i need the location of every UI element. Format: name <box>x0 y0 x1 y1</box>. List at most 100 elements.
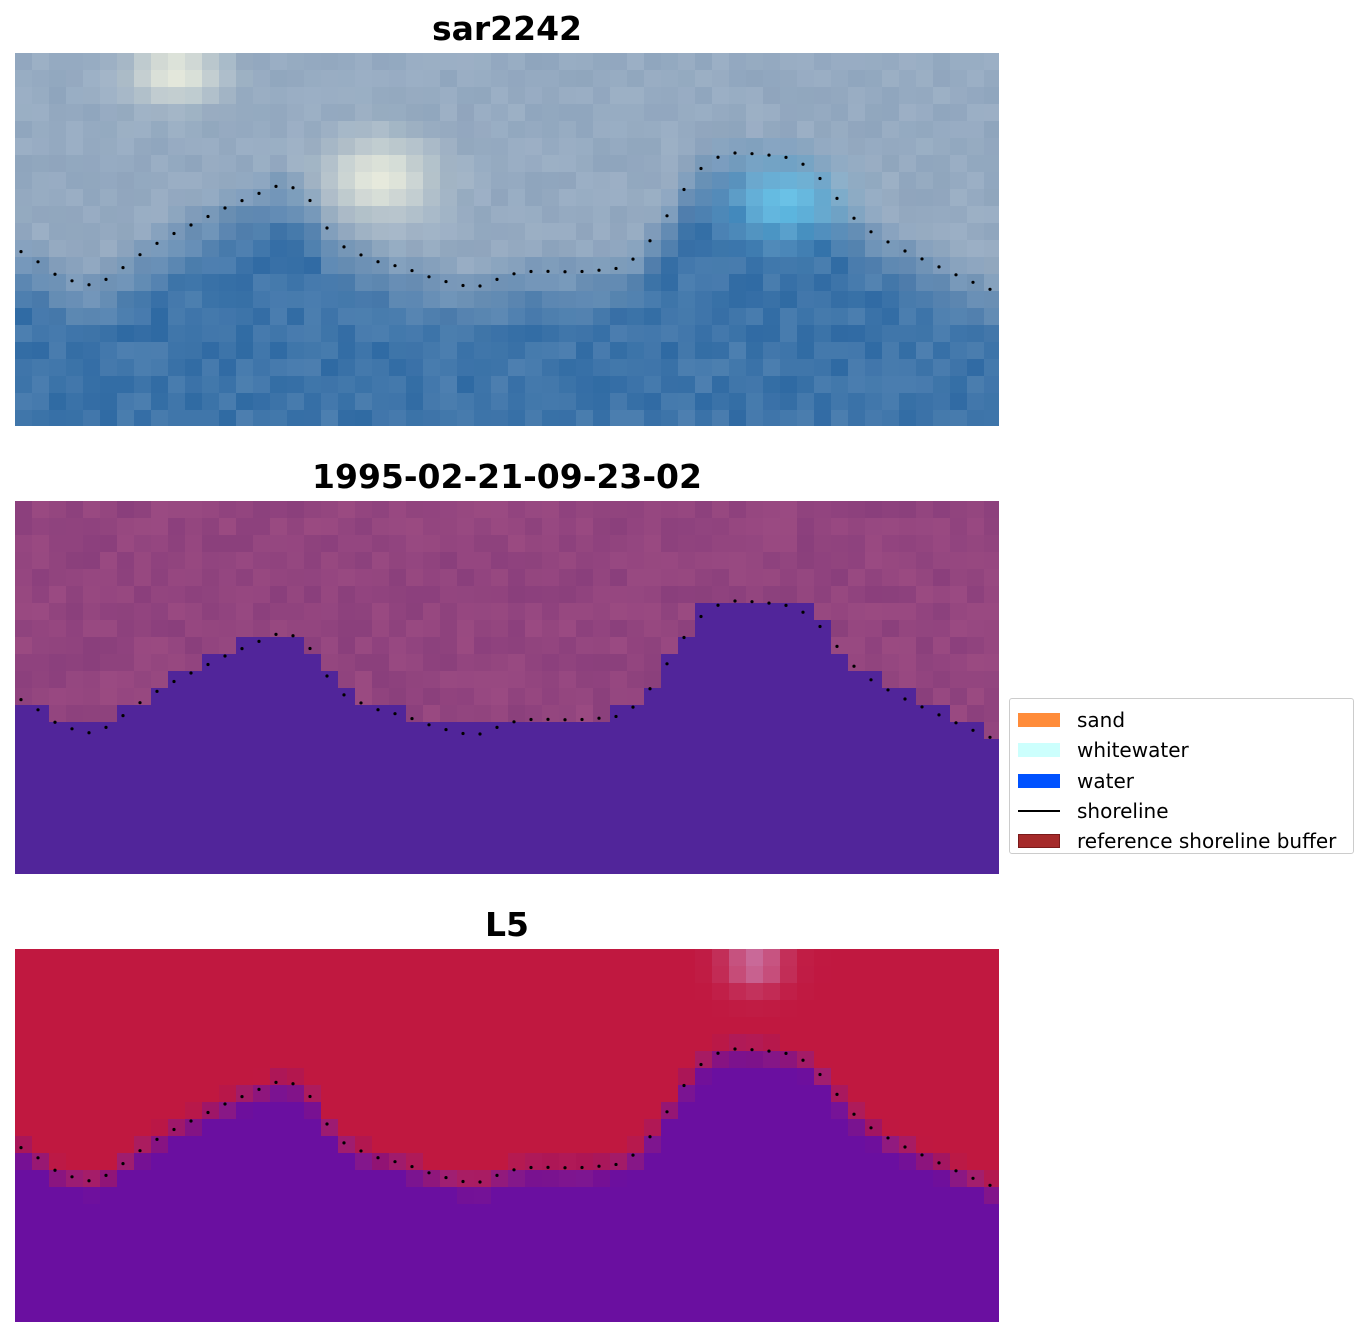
pixel-cell <box>474 603 492 621</box>
pixel-cell <box>219 620 237 638</box>
pixel-cell <box>49 569 67 587</box>
pixel-cell <box>491 552 509 570</box>
pixel-cell <box>916 240 934 258</box>
pixel-cell <box>831 342 849 360</box>
pixel-cell <box>729 53 747 71</box>
pixel-cell <box>576 1170 594 1188</box>
pixel-cell <box>389 1085 407 1103</box>
pixel-cell <box>848 1289 866 1307</box>
pixel-cell <box>763 603 781 621</box>
pixel-cell <box>967 1136 985 1154</box>
pixel-cell <box>967 1255 985 1273</box>
pixel-cell <box>100 654 118 672</box>
pixel-cell <box>270 637 288 655</box>
pixel-cell <box>525 325 543 343</box>
pixel-cell <box>984 966 999 984</box>
pixel-cell <box>831 756 849 774</box>
pixel-cell <box>712 257 730 275</box>
pixel-cell <box>899 104 917 122</box>
pixel-cell <box>100 518 118 536</box>
pixel-cell <box>576 1238 594 1256</box>
shoreline-point <box>818 1072 822 1077</box>
pixel-cell <box>882 535 900 553</box>
pixel-cell <box>916 342 934 360</box>
pixel-cell <box>338 1000 356 1018</box>
pixel-cell <box>831 1153 849 1171</box>
pixel-cell <box>236 1085 254 1103</box>
pixel-cell <box>474 620 492 638</box>
pixel-cell <box>32 966 50 984</box>
pixel-cell <box>933 223 951 241</box>
pixel-cell <box>185 189 203 207</box>
pixel-cell <box>678 172 696 190</box>
pixel-cell <box>168 949 186 967</box>
pixel-cell <box>287 393 305 411</box>
pixel-cell <box>440 983 458 1001</box>
pixel-cell <box>287 756 305 774</box>
pixel-cell <box>474 223 492 241</box>
pixel-cell <box>151 569 169 587</box>
pixel-cell <box>83 104 101 122</box>
pixel-cell <box>644 739 662 757</box>
pixel-cell <box>66 410 84 426</box>
pixel-cell <box>933 773 951 791</box>
pixel-cell <box>389 569 407 587</box>
pixel-cell <box>814 841 832 859</box>
pixel-cell <box>882 1085 900 1103</box>
pixel-cell <box>66 70 84 88</box>
pixel-cell <box>967 858 985 874</box>
pixel-cell <box>66 1000 84 1018</box>
pixel-cell <box>644 291 662 309</box>
pixel-cell <box>49 586 67 604</box>
pixel-cell <box>780 138 798 156</box>
pixel-cell <box>185 1238 203 1256</box>
pixel-cell <box>423 223 441 241</box>
pixel-cell <box>712 1119 730 1137</box>
pixel-cell <box>168 1102 186 1120</box>
pixel-cell <box>32 87 50 105</box>
pixel-cell <box>202 688 220 706</box>
pixel-cell <box>372 1289 390 1307</box>
pixel-cell <box>134 1017 152 1035</box>
pixel-cell <box>780 773 798 791</box>
pixel-cell <box>831 206 849 224</box>
pixel-cell <box>15 790 33 808</box>
pixel-cell <box>151 359 169 377</box>
shoreline-point <box>104 277 108 281</box>
pixel-cell <box>525 342 543 360</box>
pixel-cell <box>763 1085 781 1103</box>
pixel-cell <box>15 603 33 621</box>
pixel-cell <box>457 518 475 536</box>
pixel-cell <box>729 1068 747 1086</box>
pixel-cell <box>695 121 713 139</box>
pixel-cell <box>100 240 118 258</box>
pixel-cell <box>100 620 118 638</box>
pixel-cell <box>678 1136 696 1154</box>
pixel-cell <box>593 376 611 394</box>
pixel-cell <box>814 325 832 343</box>
pixel-cell <box>967 206 985 224</box>
pixel-cell <box>797 223 815 241</box>
pixel-cell <box>474 342 492 360</box>
pixel-cell <box>321 291 339 309</box>
pixel-cell <box>219 1170 237 1188</box>
pixel-cell <box>457 705 475 723</box>
pixel-cell <box>610 824 628 842</box>
pixel-cell <box>797 376 815 394</box>
pixel-cell <box>933 1051 951 1069</box>
pixel-cell <box>610 620 628 638</box>
pixel-cell <box>950 1221 968 1239</box>
pixel-cell <box>338 1034 356 1052</box>
pixel-cell <box>661 274 679 292</box>
pixel-cell <box>474 1204 492 1222</box>
pixel-cell <box>508 1017 526 1035</box>
pixel-cell <box>780 688 798 706</box>
pixel-cell <box>304 688 322 706</box>
pixel-cell <box>712 87 730 105</box>
pixel-cell <box>32 410 50 426</box>
pixel-cell <box>610 569 628 587</box>
pixel-cell <box>202 1119 220 1137</box>
pixel-cell <box>712 586 730 604</box>
pixel-cell <box>423 308 441 326</box>
pixel-cell <box>610 1017 628 1035</box>
